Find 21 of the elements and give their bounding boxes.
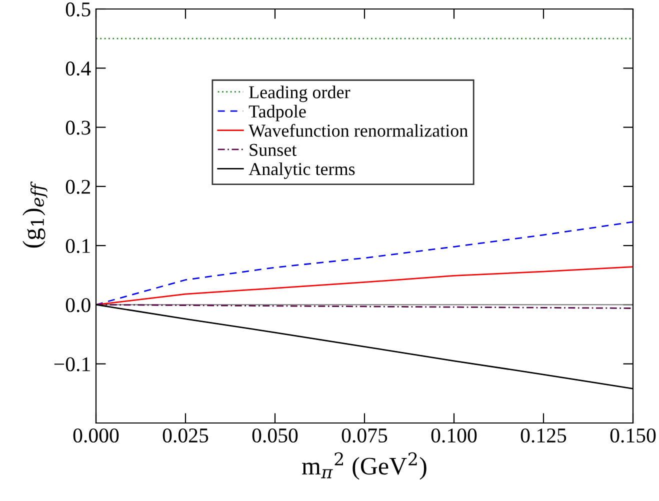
y-tick-label: 0.5 <box>66 2 90 17</box>
y-tick-label: −0.1 <box>54 357 90 372</box>
x-tick-label: 0.150 <box>610 428 656 443</box>
y-axis-title: (g$_{1}$)$_{eff}$ <box>22 181 48 248</box>
legend-label: Tadpole <box>248 104 306 122</box>
x-tick-label: 0.075 <box>342 428 388 443</box>
x-axis-title: m$_{π}$$^{2}$ (GeV$^{2}$) <box>302 452 426 480</box>
legend-label: Sunset <box>250 144 297 156</box>
y-tick-label: 0.1 <box>66 238 90 254</box>
legend-label: Analytic terms <box>248 162 355 179</box>
legend-label: Wavefunction renormalization <box>248 124 468 137</box>
x-tick-label: 0.025 <box>162 428 208 443</box>
x-tick-label: 0.125 <box>520 428 566 443</box>
y-tick-label: 0.3 <box>66 120 90 135</box>
legend-label: Leading order <box>249 86 350 102</box>
y-tick-label: 0.2 <box>66 180 90 194</box>
y-tick-label: 0.0 <box>66 298 90 312</box>
y-tick-label: 0.4 <box>66 62 91 76</box>
x-tick-label: 0.000 <box>73 428 119 443</box>
x-tick-label: 0.100 <box>431 428 477 443</box>
x-tick-label: 0.050 <box>252 428 298 443</box>
